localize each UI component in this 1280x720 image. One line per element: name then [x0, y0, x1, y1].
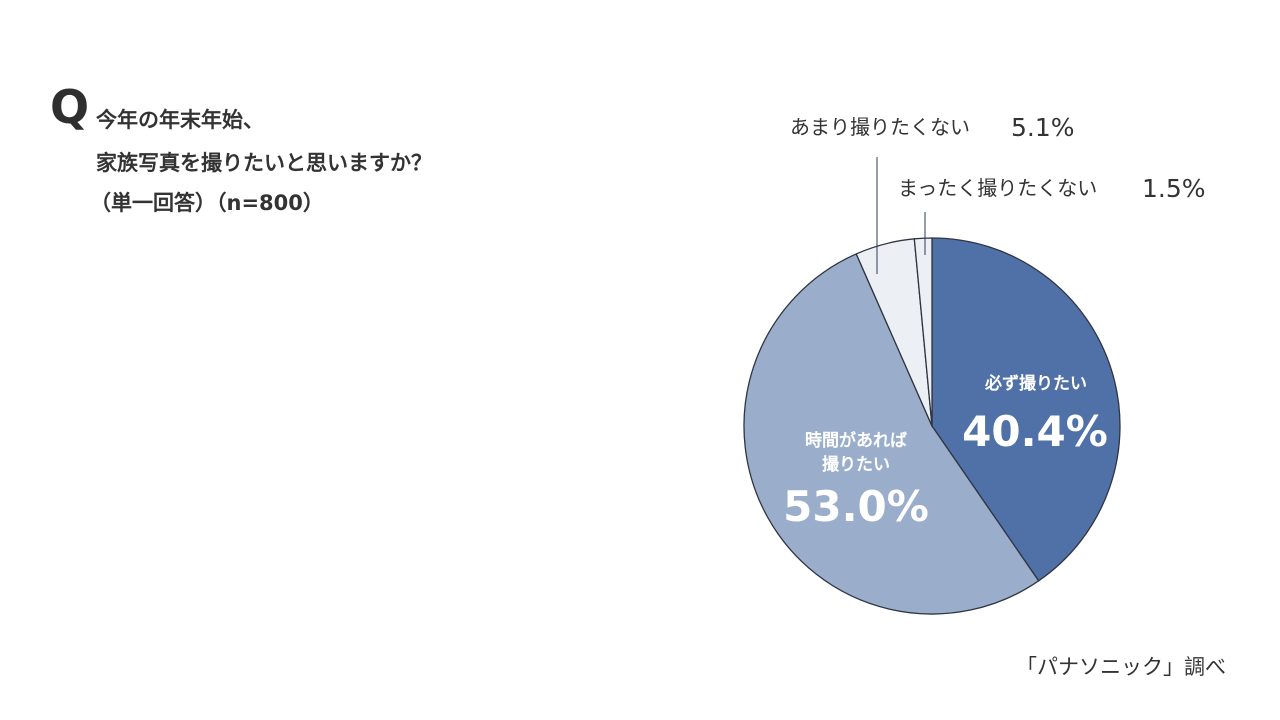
slice-label-4: まったく撮りたくない	[898, 176, 1097, 200]
slice-value-2: 53.0%	[783, 482, 929, 531]
slice-label-1: 必ず撮りたい	[984, 373, 1087, 394]
slice-value-3: 5.1%	[1011, 113, 1075, 142]
question-line-2: 家族写真を撮りたいと思いますか？	[96, 151, 432, 175]
source-note: 「パナソニック」調べ	[1016, 655, 1226, 679]
slice-label-2-line2: 撮りたい	[822, 454, 890, 475]
question-line-1: 今年の年末年始、	[96, 108, 264, 132]
slice-label-2-line1: 時間があれば	[805, 430, 907, 451]
slice-label-3: あまり撮りたくない	[790, 115, 970, 139]
question-line-3: （単一回答）（n=800）	[90, 191, 324, 215]
question-mark-letter: Q	[50, 80, 90, 134]
slice-value-1: 40.4%	[962, 407, 1108, 456]
pie-slice-1	[931, 237, 1121, 582]
pie-slice-4	[913, 237, 933, 427]
pie-slice-2	[743, 253, 1040, 615]
slice-value-4: 1.5%	[1142, 174, 1206, 203]
